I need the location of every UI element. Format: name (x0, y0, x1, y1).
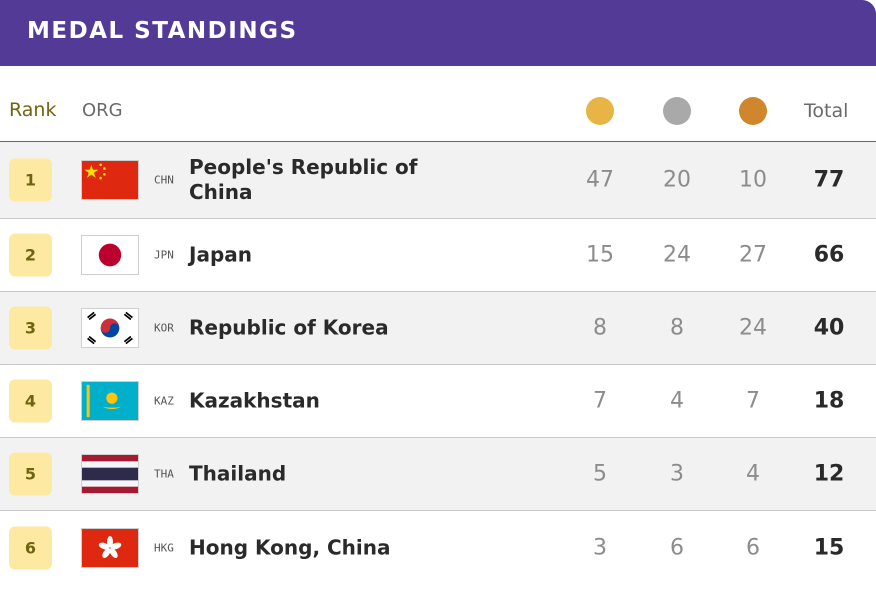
table-row[interactable]: 4 KAZ Kazakhstan 7 4 7 18 (0, 365, 876, 438)
bronze-count: 10 (739, 167, 767, 193)
org-code: KAZ (154, 394, 174, 408)
total-count: 77 (813, 167, 845, 193)
japan-flag-icon (81, 235, 139, 275)
country-name[interactable]: Republic of Korea (189, 315, 389, 340)
total-count: 18 (813, 388, 845, 414)
silver-count: 24 (663, 242, 691, 268)
gold-count: 8 (593, 315, 607, 341)
korea-flag-icon (81, 308, 139, 348)
org-column-header: ORG (82, 100, 123, 121)
bronze-medal-icon (739, 97, 767, 125)
country-name[interactable]: Japan (189, 242, 252, 267)
silver-count: 6 (670, 535, 684, 560)
china-flag-icon (81, 160, 139, 200)
bronze-count: 6 (746, 535, 760, 560)
org-code: KOR (154, 321, 174, 335)
silver-count: 3 (670, 461, 684, 487)
medal-standings-header: MEDAL STANDINGS (0, 0, 876, 66)
org-code: THA (154, 467, 174, 481)
table-row[interactable]: 2 JPN Japan 15 24 27 66 (0, 219, 876, 292)
total-count: 40 (813, 315, 845, 341)
silver-count: 8 (670, 315, 684, 341)
total-count: 12 (813, 461, 845, 487)
table-row[interactable]: 6 HKG Hong Kong, China 3 6 6 15 (0, 511, 876, 584)
rank-badge: 1 (9, 158, 52, 202)
gold-medal-icon (586, 97, 614, 125)
page-title: MEDAL STANDINGS (27, 18, 298, 44)
column-header-row: Rank ORG Total (0, 66, 876, 142)
table-row[interactable]: 1 CHN People's Republic of China 47 20 1… (0, 142, 876, 219)
standings-table: 1 CHN People's Republic of China 47 20 1… (0, 142, 876, 584)
country-name[interactable]: Thailand (189, 461, 287, 486)
bronze-count: 24 (739, 315, 767, 341)
bronze-count: 4 (746, 461, 760, 487)
silver-medal-icon (663, 97, 691, 125)
org-code: CHN (154, 173, 174, 187)
org-code: JPN (154, 248, 174, 262)
hong-kong-flag-icon (81, 527, 139, 568)
table-row[interactable]: 5 THA Thailand 5 3 4 12 (0, 438, 876, 511)
total-count: 66 (813, 242, 845, 268)
gold-count: 3 (593, 535, 607, 560)
rank-badge: 5 (9, 452, 52, 496)
total-column-header: Total (804, 100, 849, 122)
bronze-count: 7 (746, 388, 760, 414)
silver-count: 4 (670, 388, 684, 414)
rank-column-header: Rank (9, 99, 57, 121)
bronze-count: 27 (739, 242, 767, 268)
gold-count: 7 (593, 388, 607, 414)
rank-badge: 4 (9, 379, 52, 423)
kazakhstan-flag-icon (81, 381, 139, 421)
total-count: 15 (813, 535, 845, 560)
gold-count: 15 (586, 242, 614, 268)
country-name[interactable]: Kazakhstan (189, 388, 320, 413)
gold-count: 47 (586, 167, 614, 193)
country-name[interactable]: Hong Kong, China (189, 535, 391, 559)
country-name[interactable]: People's Republic of China (189, 155, 418, 204)
silver-count: 20 (663, 167, 691, 193)
gold-count: 5 (593, 461, 607, 487)
table-row[interactable]: 3 KOR Republic of Korea 8 8 24 40 (0, 292, 876, 365)
rank-badge: 6 (9, 526, 52, 569)
org-code: HKG (154, 541, 174, 554)
rank-badge: 3 (9, 306, 52, 350)
rank-badge: 2 (9, 233, 52, 277)
thailand-flag-icon (81, 454, 139, 494)
